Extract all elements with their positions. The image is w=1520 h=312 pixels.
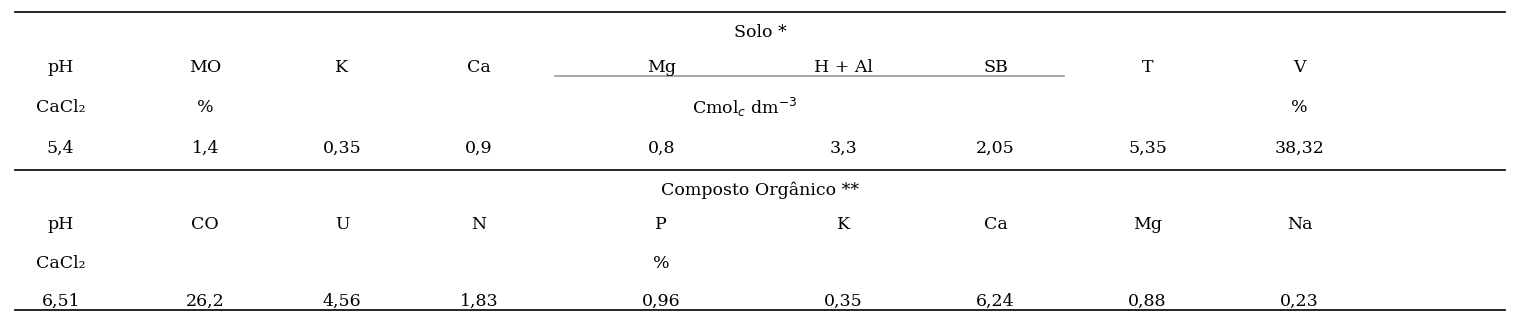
Text: 0,9: 0,9: [465, 140, 492, 157]
Text: 0,35: 0,35: [322, 140, 362, 157]
Text: U: U: [334, 216, 350, 233]
Text: 5,35: 5,35: [1128, 140, 1167, 157]
Text: 0,8: 0,8: [648, 140, 675, 157]
Text: 0,35: 0,35: [824, 293, 863, 310]
Text: T: T: [1142, 59, 1154, 76]
Text: CO: CO: [192, 216, 219, 233]
Text: %: %: [654, 255, 669, 272]
Text: 0,23: 0,23: [1280, 293, 1319, 310]
Text: 0,96: 0,96: [641, 293, 681, 310]
Text: 2,05: 2,05: [976, 140, 1015, 157]
Text: Ca: Ca: [983, 216, 1008, 233]
Text: pH: pH: [47, 59, 74, 76]
Text: V: V: [1294, 59, 1306, 76]
Text: 3,3: 3,3: [830, 140, 857, 157]
Text: 38,32: 38,32: [1275, 140, 1324, 157]
Text: K: K: [838, 216, 850, 233]
Text: 26,2: 26,2: [185, 293, 225, 310]
Text: 1,83: 1,83: [459, 293, 499, 310]
Text: 1,4: 1,4: [192, 140, 219, 157]
Text: Ca: Ca: [467, 59, 491, 76]
Text: CaCl₂: CaCl₂: [36, 255, 85, 272]
Text: Solo *: Solo *: [734, 24, 786, 41]
Text: pH: pH: [47, 216, 74, 233]
Text: 4,56: 4,56: [322, 293, 362, 310]
Text: %: %: [198, 99, 213, 116]
Text: CaCl₂: CaCl₂: [36, 99, 85, 116]
Text: P: P: [655, 216, 667, 233]
Text: 6,51: 6,51: [41, 293, 81, 310]
Text: 6,24: 6,24: [976, 293, 1015, 310]
Text: Na: Na: [1287, 216, 1312, 233]
Text: SB: SB: [983, 59, 1008, 76]
Text: 5,4: 5,4: [47, 140, 74, 157]
Text: Cmol$_c$ dm$^{-3}$: Cmol$_c$ dm$^{-3}$: [692, 96, 798, 119]
Text: 0,88: 0,88: [1128, 293, 1167, 310]
Text: N: N: [471, 216, 486, 233]
Text: MO: MO: [188, 59, 222, 76]
Text: Mg: Mg: [1132, 216, 1163, 233]
Text: %: %: [1292, 99, 1307, 116]
Text: Mg: Mg: [646, 59, 676, 76]
Text: H + Al: H + Al: [815, 59, 872, 76]
Text: K: K: [336, 59, 348, 76]
Text: Composto Orgânico **: Composto Orgânico **: [661, 182, 859, 199]
